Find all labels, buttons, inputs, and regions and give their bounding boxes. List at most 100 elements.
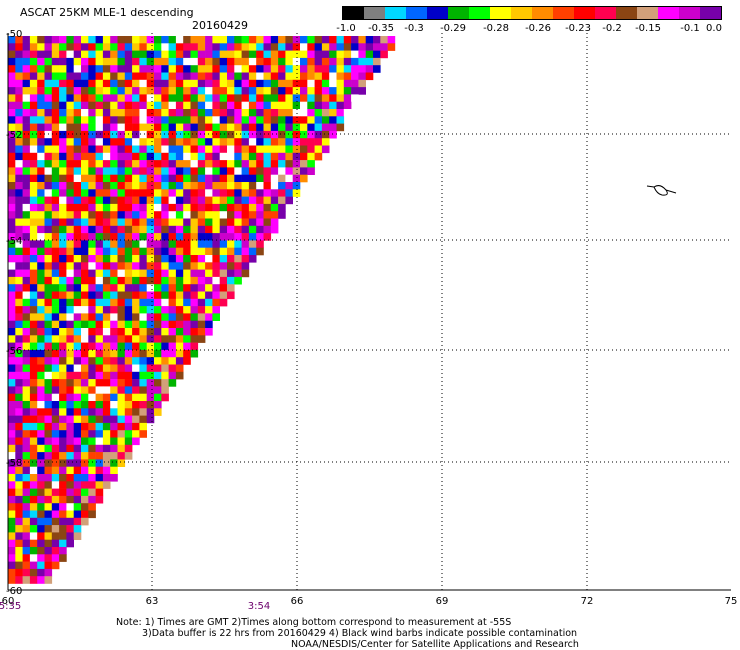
swath-cell [81, 401, 89, 409]
swath-cell [154, 211, 162, 219]
swath-cell [88, 138, 96, 146]
swath-cell [73, 430, 82, 438]
swath-cell [110, 36, 118, 44]
swath-cell [154, 182, 162, 190]
swath-cell [29, 182, 38, 190]
swath-cell [154, 269, 162, 278]
swath-cell [51, 510, 60, 519]
swath-cell [146, 342, 155, 351]
swath-cell [110, 240, 118, 248]
swath-cell [154, 320, 162, 329]
swath-cell [117, 101, 126, 110]
swath-cell [212, 196, 220, 205]
swath-cell [175, 225, 184, 234]
swath-cell [285, 174, 293, 183]
swath-cell [95, 320, 104, 329]
swath-cell [44, 568, 53, 577]
swath-cell [183, 291, 191, 300]
swath-cell [168, 371, 177, 380]
swath-cell [139, 101, 147, 110]
swath-cell [117, 284, 126, 292]
swath-cell [51, 109, 60, 117]
swath-cell [307, 101, 315, 110]
swath-cell [307, 43, 315, 51]
swath-cell [81, 328, 89, 336]
swath-cell [81, 218, 89, 227]
swath-cell [95, 452, 104, 460]
swath-cell [351, 36, 359, 44]
swath-cell [219, 284, 228, 292]
swath-cell [205, 262, 213, 270]
swath-cell [270, 57, 279, 66]
swath-cell [110, 430, 118, 438]
swath-cell [321, 138, 330, 146]
swath-cell [51, 174, 60, 183]
swath-cell [278, 87, 286, 95]
swath-cell [81, 152, 89, 161]
swath-cell [102, 422, 111, 431]
swath-cell [241, 87, 250, 95]
swath-cell [15, 130, 23, 139]
swath-cell [183, 189, 191, 197]
swath-cell [241, 72, 250, 81]
swath-cell [66, 306, 74, 314]
swath-cell [59, 371, 67, 380]
swath-cell [175, 182, 184, 190]
swath-cell [51, 539, 60, 548]
swath-cell [88, 72, 96, 81]
swath-cell [8, 79, 16, 88]
swath-cell [81, 320, 89, 329]
swath-cell [168, 101, 177, 110]
swath-cell [205, 101, 213, 110]
swath-cell [212, 160, 220, 168]
swath-cell [44, 386, 53, 394]
swath-cell [44, 247, 53, 256]
swath-cell [190, 94, 199, 102]
swath-cell [278, 72, 286, 81]
colorbar-segment [700, 7, 721, 19]
swath-cell [51, 87, 60, 95]
swath-cell [22, 547, 31, 555]
swath-cell [66, 79, 74, 88]
swath-cell [197, 306, 206, 314]
swath-cell [8, 481, 16, 489]
swath-cell [51, 444, 60, 453]
swath-cell [139, 335, 147, 343]
swath-cell [51, 393, 60, 402]
swath-cell [29, 276, 38, 285]
swath-cell [51, 247, 60, 256]
swath-cell [219, 145, 228, 154]
swath-cell [22, 101, 31, 110]
swath-cell [146, 408, 155, 416]
swath-cell [183, 145, 191, 154]
swath-cell [15, 276, 23, 285]
swath-cell [95, 357, 104, 365]
swath-cell [73, 444, 82, 453]
swath-cell [183, 50, 191, 59]
swath-cell [270, 65, 279, 73]
swath-cell [248, 79, 257, 88]
swath-cell [197, 291, 206, 300]
swath-cell [51, 503, 60, 511]
swath-cell [73, 255, 82, 263]
swath-cell [248, 43, 257, 51]
swath-cell [270, 167, 279, 175]
swath-cell [37, 43, 45, 51]
swath-cell [44, 152, 53, 161]
swath-cell [124, 444, 133, 453]
swath-cell [139, 276, 147, 285]
colorbar-segment [637, 7, 658, 19]
swath-cell [175, 79, 184, 88]
swath-cell [37, 123, 45, 132]
swath-cell [66, 211, 74, 219]
swath-cell [22, 36, 31, 44]
swath-cell [329, 109, 337, 117]
swath-cell [263, 94, 272, 102]
swath-cell [15, 313, 23, 321]
swath-cell [124, 452, 133, 460]
swath-cell [15, 452, 23, 460]
swath-cell [15, 211, 23, 219]
swath-cell [154, 306, 162, 314]
swath-cell [66, 349, 74, 358]
swath-cell [29, 437, 38, 446]
